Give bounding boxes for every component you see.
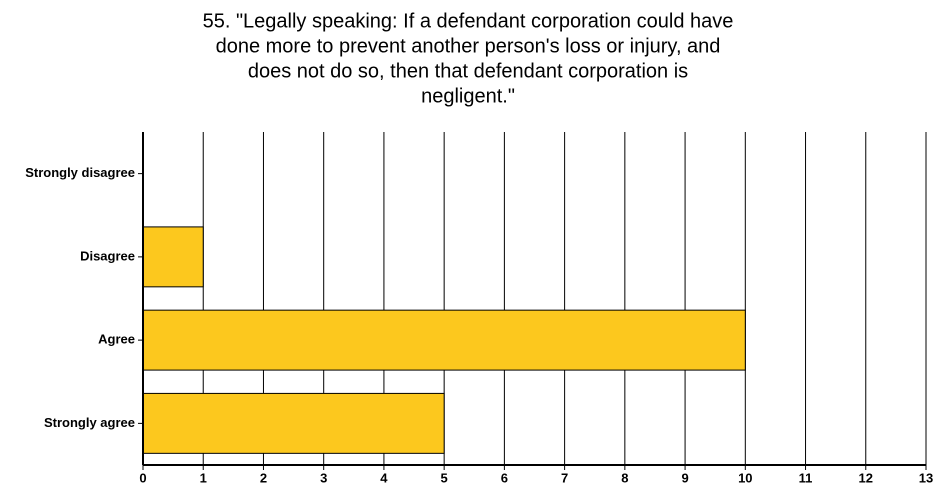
x-tick-label: 13 — [919, 470, 933, 485]
x-tick-label: 7 — [561, 470, 568, 485]
chart-title: 55. "Legally speaking: If a defendant co… — [203, 10, 734, 32]
x-tick-label: 8 — [621, 470, 628, 485]
x-tick-label: 6 — [501, 470, 508, 485]
chart-title: does not do so, then that defendant corp… — [248, 60, 688, 82]
y-tick-label: Agree — [98, 332, 135, 347]
x-tick-label: 9 — [681, 470, 688, 485]
x-tick-label: 2 — [260, 470, 267, 485]
x-tick-label: 1 — [200, 470, 207, 485]
x-tick-label: 3 — [320, 470, 327, 485]
y-tick-label: Strongly agree — [44, 415, 135, 430]
chart-title: negligent." — [421, 85, 515, 107]
x-tick-label: 4 — [380, 470, 388, 485]
y-tick-label: Strongly disagree — [25, 165, 135, 180]
bar — [142, 392, 445, 454]
x-tick-label: 0 — [139, 470, 146, 485]
x-tick-label: 12 — [859, 470, 873, 485]
x-tick-label: 5 — [441, 470, 448, 485]
chart-title: done more to prevent another person's lo… — [216, 35, 721, 57]
bar — [142, 309, 746, 371]
y-tick-label: Disagree — [80, 248, 135, 263]
x-tick-label: 10 — [738, 470, 752, 485]
bar — [142, 226, 204, 288]
x-tick-label: 11 — [799, 470, 813, 485]
